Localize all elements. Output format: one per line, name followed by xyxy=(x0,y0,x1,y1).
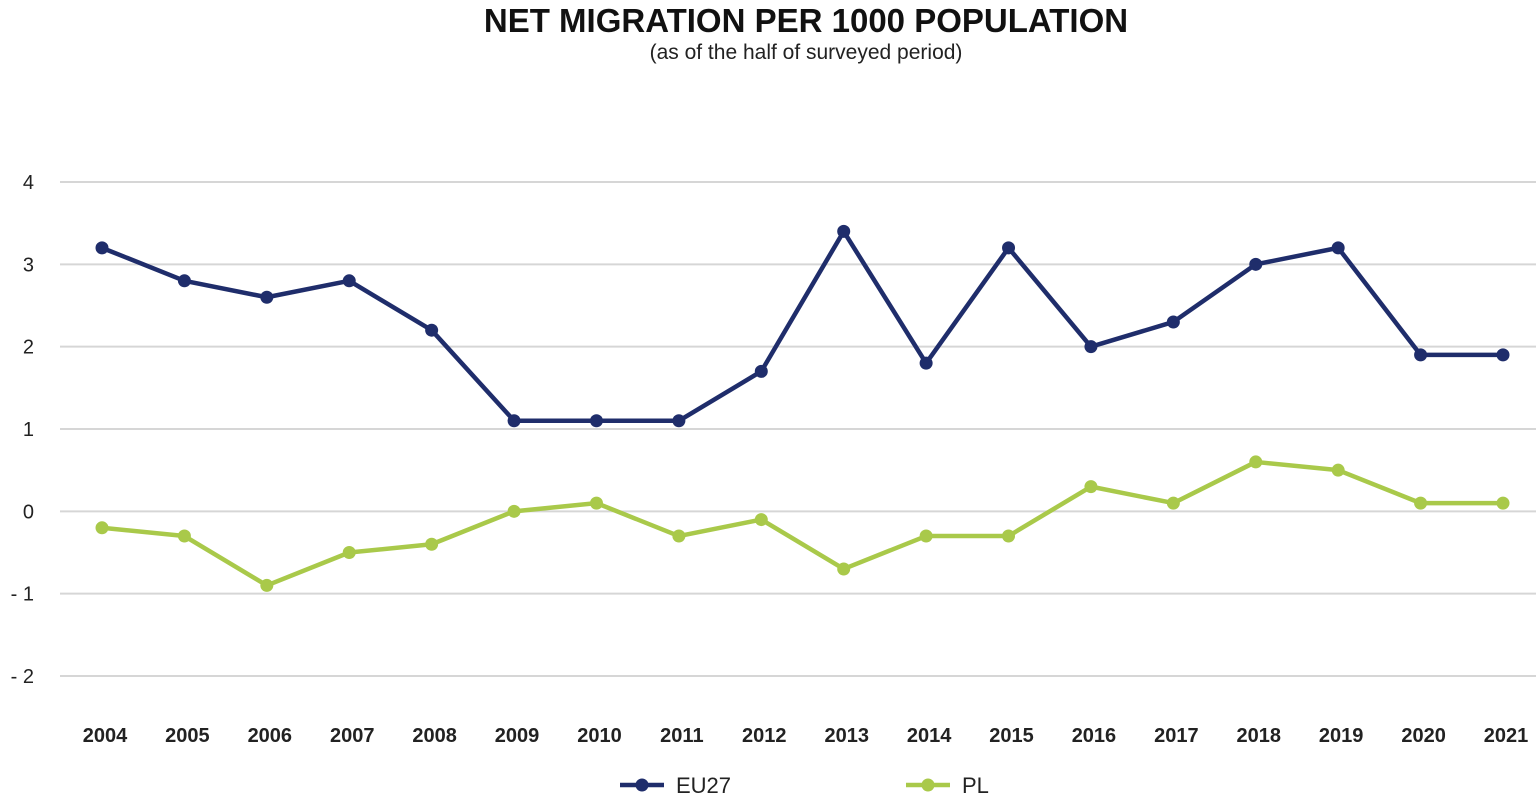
x-tick-label: 2017 xyxy=(1154,725,1199,747)
series-group xyxy=(95,224,1510,592)
data-point-pl-2013 xyxy=(837,562,851,576)
data-point-pl-2005 xyxy=(177,529,191,543)
x-tick-label: 2005 xyxy=(165,725,210,747)
data-point-eu27-2009 xyxy=(507,414,521,428)
x-tick-label: 2006 xyxy=(248,725,293,747)
x-tick-label: 2008 xyxy=(412,725,457,747)
data-point-eu27-2020 xyxy=(1414,348,1428,362)
data-point-eu27-2004 xyxy=(95,241,109,255)
x-axis-ticks: 2004 2005 2006 2007 2008 2009 2010 2011 2012 2013… xyxy=(83,725,1529,747)
legend-item-pl: PL xyxy=(906,773,989,798)
x-tick-label: 2015 xyxy=(989,725,1034,747)
data-point-eu27-2016 xyxy=(1084,340,1098,354)
data-point-eu27-2017 xyxy=(1166,315,1180,329)
data-point-pl-2014 xyxy=(919,529,933,543)
x-tick-label: 2011 xyxy=(660,725,703,747)
data-point-eu27-2010 xyxy=(589,414,603,428)
series-line-eu27 xyxy=(99,229,1506,424)
data-point-pl-2020 xyxy=(1414,496,1428,510)
x-tick-label: 2004 xyxy=(83,725,128,747)
x-tick-label: 2020 xyxy=(1401,725,1446,747)
x-tick-label: 2009 xyxy=(495,725,540,747)
data-point-eu27-2013 xyxy=(837,224,851,238)
y-tick-label: 1 xyxy=(23,419,34,441)
series-line-pl xyxy=(99,459,1506,588)
data-point-eu27-2019 xyxy=(1331,241,1345,255)
data-point-pl-2011 xyxy=(672,529,686,543)
data-point-pl-2019 xyxy=(1331,463,1345,477)
x-tick-label: 2010 xyxy=(577,725,622,747)
x-tick-label: 2016 xyxy=(1072,725,1117,747)
x-tick-label: 2007 xyxy=(330,725,375,747)
series-eu27 xyxy=(95,224,1510,428)
data-point-pl-2008 xyxy=(425,537,439,551)
data-point-eu27-2015 xyxy=(1002,241,1016,255)
data-point-eu27-2007 xyxy=(342,274,356,288)
legend-label: EU27 xyxy=(676,773,731,798)
x-tick-label: 2019 xyxy=(1319,725,1364,747)
y-tick-label: - 2 xyxy=(11,666,34,688)
data-point-pl-2018 xyxy=(1249,455,1263,469)
chart-subtitle: (as of the half of surveyed period) xyxy=(649,41,963,64)
y-tick-label: 2 xyxy=(23,337,34,359)
data-point-eu27-2011 xyxy=(672,414,686,428)
chart-title: NET MIGRATION PER 1000 POPULATION xyxy=(483,2,1129,39)
series-pl xyxy=(95,455,1510,592)
y-axis-ticks: 4 3 2 1 0 - 1 - 2 xyxy=(11,172,34,688)
y-tick-label: - 1 xyxy=(11,584,34,606)
x-tick-label: 2014 xyxy=(907,725,952,747)
data-point-pl-2016 xyxy=(1084,480,1098,494)
legend-label: PL xyxy=(962,773,989,798)
y-tick-label: 4 xyxy=(23,172,34,194)
y-tick-label: 3 xyxy=(23,254,34,276)
data-point-pl-2009 xyxy=(507,504,521,518)
x-tick-label: 2013 xyxy=(824,725,869,747)
data-point-pl-2010 xyxy=(589,496,603,510)
data-point-eu27-2006 xyxy=(260,290,274,304)
data-point-pl-2017 xyxy=(1166,496,1180,510)
data-point-eu27-2008 xyxy=(425,323,439,337)
gridlines xyxy=(60,181,1536,677)
y-tick-label: 0 xyxy=(23,501,34,523)
legend-marker xyxy=(635,778,649,792)
legend-item-eu27: EU27 xyxy=(620,773,731,798)
data-point-pl-2006 xyxy=(260,578,274,592)
legend: EU27 PL xyxy=(620,773,989,798)
data-point-pl-2015 xyxy=(1002,529,1016,543)
data-point-pl-2004 xyxy=(95,521,109,535)
data-point-eu27-2021 xyxy=(1496,348,1510,362)
data-point-eu27-2018 xyxy=(1249,257,1263,271)
data-point-eu27-2014 xyxy=(919,356,933,370)
x-tick-label: 2021 xyxy=(1484,725,1529,747)
data-point-pl-2021 xyxy=(1496,496,1510,510)
data-point-pl-2007 xyxy=(342,546,356,559)
data-point-eu27-2012 xyxy=(754,364,768,378)
data-point-pl-2012 xyxy=(754,513,768,527)
legend-marker xyxy=(921,778,935,792)
data-point-eu27-2005 xyxy=(177,274,191,288)
x-tick-label: 2018 xyxy=(1237,725,1282,747)
x-tick-label: 2012 xyxy=(742,725,787,747)
